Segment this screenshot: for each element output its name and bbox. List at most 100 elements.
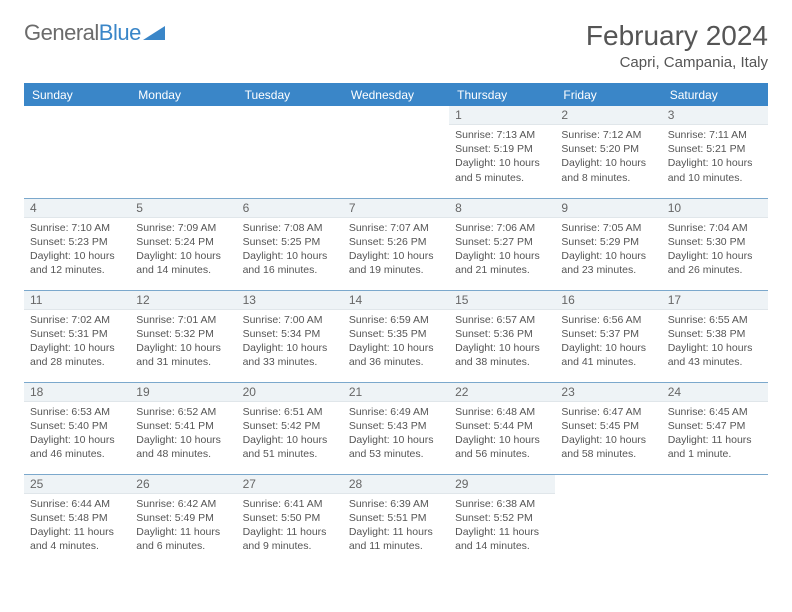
daylight-text: Daylight: 10 hours and 46 minutes. (30, 433, 124, 461)
calendar-day-cell: 10Sunrise: 7:04 AMSunset: 5:30 PMDayligh… (662, 198, 768, 290)
calendar-day-cell: . (662, 474, 768, 566)
sunrise-text: Sunrise: 7:00 AM (243, 313, 337, 327)
calendar-day-cell: 29Sunrise: 6:38 AMSunset: 5:52 PMDayligh… (449, 474, 555, 566)
daylight-text: Daylight: 10 hours and 26 minutes. (668, 249, 762, 277)
sunset-text: Sunset: 5:41 PM (136, 419, 230, 433)
sunset-text: Sunset: 5:30 PM (668, 235, 762, 249)
daylight-text: Daylight: 10 hours and 43 minutes. (668, 341, 762, 369)
day-number: 3 (662, 106, 768, 125)
day-details: Sunrise: 6:51 AMSunset: 5:42 PMDaylight:… (237, 402, 343, 466)
calendar-week-row: 4Sunrise: 7:10 AMSunset: 5:23 PMDaylight… (24, 198, 768, 290)
day-number: 13 (237, 291, 343, 310)
day-number: 7 (343, 199, 449, 218)
day-number: 17 (662, 291, 768, 310)
calendar-day-cell: 24Sunrise: 6:45 AMSunset: 5:47 PMDayligh… (662, 382, 768, 474)
sunrise-text: Sunrise: 7:08 AM (243, 221, 337, 235)
daylight-text: Daylight: 10 hours and 33 minutes. (243, 341, 337, 369)
daylight-text: Daylight: 10 hours and 38 minutes. (455, 341, 549, 369)
daylight-text: Daylight: 10 hours and 41 minutes. (561, 341, 655, 369)
sunset-text: Sunset: 5:36 PM (455, 327, 549, 341)
sunrise-text: Sunrise: 6:49 AM (349, 405, 443, 419)
weekday-header: Thursday (449, 84, 555, 107)
calendar-table: Sunday Monday Tuesday Wednesday Thursday… (24, 83, 768, 566)
sunset-text: Sunset: 5:50 PM (243, 511, 337, 525)
day-details: Sunrise: 7:12 AMSunset: 5:20 PMDaylight:… (555, 125, 661, 189)
day-details: Sunrise: 7:04 AMSunset: 5:30 PMDaylight:… (662, 218, 768, 282)
sunset-text: Sunset: 5:21 PM (668, 142, 762, 156)
day-details: Sunrise: 6:47 AMSunset: 5:45 PMDaylight:… (555, 402, 661, 466)
daylight-text: Daylight: 10 hours and 56 minutes. (455, 433, 549, 461)
calendar-week-row: ....1Sunrise: 7:13 AMSunset: 5:19 PMDayl… (24, 106, 768, 198)
daylight-text: Daylight: 11 hours and 4 minutes. (30, 525, 124, 553)
daylight-text: Daylight: 10 hours and 28 minutes. (30, 341, 124, 369)
sunset-text: Sunset: 5:45 PM (561, 419, 655, 433)
day-number: 29 (449, 475, 555, 494)
logo-text-1: General (24, 20, 99, 46)
calendar-day-cell: 16 Sunrise: 6:56 AMSunset: 5:37 PMDayligh… (555, 290, 661, 382)
sunrise-text: Sunrise: 6:47 AM (561, 405, 655, 419)
calendar-day-cell: 12Sunrise: 7:01 AMSunset: 5:32 PMDayligh… (130, 290, 236, 382)
calendar-week-row: 25Sunrise: 6:44 AMSunset: 5:48 PMDayligh… (24, 474, 768, 566)
day-number: 15 (449, 291, 555, 310)
weekday-header: Wednesday (343, 84, 449, 107)
sunrise-text: Sunrise: 7:11 AM (668, 128, 762, 142)
calendar-day-cell: 20Sunrise: 6:51 AMSunset: 5:42 PMDayligh… (237, 382, 343, 474)
month-title: February 2024 (586, 20, 768, 52)
sunrise-text: Sunrise: 6:38 AM (455, 497, 549, 511)
day-details: Sunrise: 6:42 AMSunset: 5:49 PMDaylight:… (130, 494, 236, 558)
weekday-header: Tuesday (237, 84, 343, 107)
calendar-day-cell: 6Sunrise: 7:08 AMSunset: 5:25 PMDaylight… (237, 198, 343, 290)
daylight-text: Daylight: 10 hours and 51 minutes. (243, 433, 337, 461)
calendar-day-cell: 17 Sunrise: 6:55 AMSunset: 5:38 PMDayligh… (662, 290, 768, 382)
weekday-header: Sunday (24, 84, 130, 107)
sunrise-text: Sunrise: 6:59 AM (349, 313, 443, 327)
day-details: Sunrise: 7:13 AMSunset: 5:19 PMDaylight:… (449, 125, 555, 189)
sunrise-text: Sunrise: 6:57 AM (455, 313, 549, 327)
daylight-text: Daylight: 10 hours and 12 minutes. (30, 249, 124, 277)
sunrise-text: Sunrise: 6:44 AM (30, 497, 124, 511)
sunrise-text: Sunrise: 6:55 AM (668, 313, 762, 327)
day-details: Sunrise: 7:06 AMSunset: 5:27 PMDaylight:… (449, 218, 555, 282)
day-number: 9 (555, 199, 661, 218)
calendar-day-cell: 18Sunrise: 6:53 AMSunset: 5:40 PMDayligh… (24, 382, 130, 474)
day-number: 10 (662, 199, 768, 218)
day-number: 5 (130, 199, 236, 218)
sunrise-text: Sunrise: 7:02 AM (30, 313, 124, 327)
logo: GeneralBlue (24, 20, 165, 46)
sunrise-text: Sunrise: 7:01 AM (136, 313, 230, 327)
day-number: 25 (24, 475, 130, 494)
day-number: 21 (343, 383, 449, 402)
calendar-day-cell: 26Sunrise: 6:42 AMSunset: 5:49 PMDayligh… (130, 474, 236, 566)
day-details: Sunrise: 7:00 AMSunset: 5:34 PMDaylight:… (237, 310, 343, 374)
daylight-text: Daylight: 11 hours and 1 minute. (668, 433, 762, 461)
calendar-day-cell: . (343, 106, 449, 198)
daylight-text: Daylight: 10 hours and 23 minutes. (561, 249, 655, 277)
calendar-day-cell: 15 Sunrise: 6:57 AMSunset: 5:36 PMDayligh… (449, 290, 555, 382)
weekday-header: Saturday (662, 84, 768, 107)
day-details: Sunrise: 7:05 AMSunset: 5:29 PMDaylight:… (555, 218, 661, 282)
daylight-text: Daylight: 10 hours and 48 minutes. (136, 433, 230, 461)
calendar-day-cell: . (24, 106, 130, 198)
sunset-text: Sunset: 5:32 PM (136, 327, 230, 341)
weekday-header: Monday (130, 84, 236, 107)
calendar-day-cell: 21Sunrise: 6:49 AMSunset: 5:43 PMDayligh… (343, 382, 449, 474)
sunrise-text: Sunrise: 7:06 AM (455, 221, 549, 235)
calendar-day-cell: 22Sunrise: 6:48 AMSunset: 5:44 PMDayligh… (449, 382, 555, 474)
sunset-text: Sunset: 5:24 PM (136, 235, 230, 249)
calendar-day-cell: 28Sunrise: 6:39 AMSunset: 5:51 PMDayligh… (343, 474, 449, 566)
sunset-text: Sunset: 5:38 PM (668, 327, 762, 341)
logo-text-2: Blue (99, 20, 141, 46)
sunset-text: Sunset: 5:37 PM (561, 327, 655, 341)
day-number: 16 (555, 291, 661, 310)
calendar-day-cell: 27Sunrise: 6:41 AMSunset: 5:50 PMDayligh… (237, 474, 343, 566)
sunset-text: Sunset: 5:29 PM (561, 235, 655, 249)
daylight-text: Daylight: 10 hours and 14 minutes. (136, 249, 230, 277)
day-number: 11 (24, 291, 130, 310)
daylight-text: Daylight: 10 hours and 21 minutes. (455, 249, 549, 277)
sunrise-text: Sunrise: 6:56 AM (561, 313, 655, 327)
day-number: 8 (449, 199, 555, 218)
sunrise-text: Sunrise: 6:39 AM (349, 497, 443, 511)
day-number: 14 (343, 291, 449, 310)
sunset-text: Sunset: 5:48 PM (30, 511, 124, 525)
daylight-text: Daylight: 11 hours and 11 minutes. (349, 525, 443, 553)
